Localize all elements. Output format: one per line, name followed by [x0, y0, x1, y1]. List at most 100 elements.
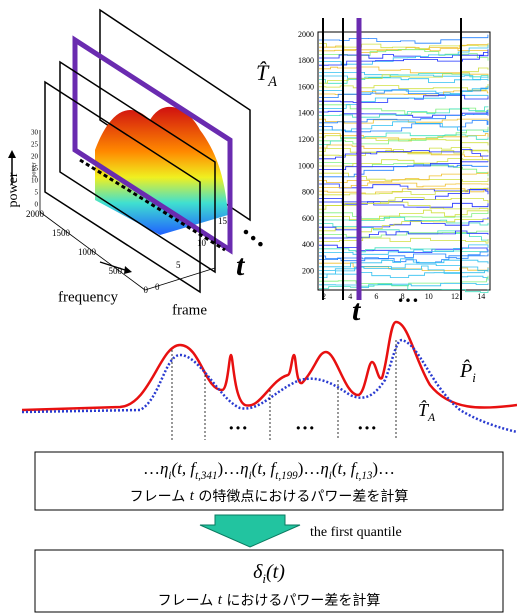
contour-line [319, 253, 489, 264]
contour-line [319, 126, 489, 145]
contour-line [319, 161, 489, 170]
text-part: η [320, 459, 328, 478]
tick-label: 0 [35, 201, 39, 209]
text-part: (t, f [171, 459, 197, 478]
text-part: A [427, 411, 436, 424]
text-part: i [329, 470, 332, 482]
contour-line [319, 230, 489, 238]
text-part: … [303, 459, 320, 478]
text-part: η [160, 459, 168, 478]
threshold-curve [21, 338, 517, 434]
contour-line [319, 158, 489, 167]
contour-line [319, 52, 489, 66]
tick-label: 1400 [298, 109, 314, 118]
tick-label: 6 [374, 292, 378, 301]
arrow-label: the first quantile [310, 525, 402, 540]
threshold-label: T̂A​ [418, 400, 436, 424]
tick-label: 12 [451, 292, 459, 301]
arrow-head [8, 150, 16, 158]
contour-line [319, 73, 489, 84]
contour-line [319, 66, 489, 78]
axis-label: power [6, 172, 21, 207]
contour-line [319, 244, 489, 255]
surface [95, 106, 228, 235]
contour-line [319, 104, 489, 115]
text-part: T̂ [256, 60, 270, 85]
text-part: t,341 [195, 470, 217, 482]
text-part: η [240, 459, 248, 478]
text-part: i [168, 470, 171, 482]
text-part: ) [372, 459, 378, 478]
axis-label: frequency [58, 289, 118, 305]
caption: フレーム t におけるパワー差を計算 [158, 592, 381, 609]
contour-line [319, 265, 489, 281]
tick-label: 20 [31, 153, 39, 161]
text-part: … [223, 459, 240, 478]
power-curve [21, 320, 517, 412]
ellipsis: … [357, 413, 377, 435]
arrow-head [124, 266, 132, 274]
tick-label: 1600 [298, 82, 314, 91]
tick-label: 5 [35, 189, 39, 197]
contour-line [319, 262, 489, 271]
curves [21, 320, 517, 440]
text-part: i [262, 571, 266, 586]
text-part: i [472, 370, 476, 385]
contour-line [319, 258, 489, 268]
axis-label: frame [172, 302, 207, 318]
tick-label: 10 [425, 292, 433, 301]
text-part: におけるパワー差を計算 [222, 593, 380, 609]
text-part: フレーム [158, 593, 218, 609]
contour-line [319, 86, 489, 98]
axis [39, 211, 146, 291]
current-frame [72, 35, 233, 255]
map-plot [317, 18, 491, 300]
tick-label: 500 [109, 266, 123, 276]
contour-line [319, 72, 489, 81]
frame-plane [99, 8, 251, 222]
text-part: t,199 [275, 470, 298, 482]
difference-box [34, 451, 504, 511]
contour-line [319, 84, 489, 91]
contour-line [319, 249, 489, 260]
tick-label: 10 [197, 238, 207, 248]
result-box [34, 549, 504, 613]
contour-line [319, 44, 489, 65]
power-label: P̂i​ [459, 358, 476, 385]
text-part: T̂ [418, 400, 430, 420]
ellipsis: … [237, 212, 278, 254]
axis-label: power [31, 163, 37, 178]
contour-line [319, 34, 489, 44]
tick-label: 10 [31, 177, 39, 185]
frame-line [79, 158, 226, 252]
time-label: t [236, 249, 246, 282]
contour-line [319, 230, 489, 239]
tick-label: 0 [144, 285, 149, 295]
text-part: フレーム [130, 489, 190, 505]
tick-label: 200 [302, 267, 314, 276]
contour-line [319, 149, 489, 160]
contour-line [319, 244, 489, 253]
frame-plane [44, 80, 201, 294]
contour-line [319, 198, 489, 208]
text-part: (t, f [252, 459, 278, 478]
time-label: t [352, 294, 362, 327]
tick-label: 600 [302, 214, 314, 223]
contour-line [319, 148, 489, 155]
ellipsis: … [228, 413, 248, 435]
tick-label: 1800 [298, 56, 314, 65]
ellipsis: … [397, 282, 419, 307]
contour-line [319, 209, 489, 221]
contour-line [319, 47, 489, 54]
text-part: δ [253, 561, 263, 583]
contour-line [319, 275, 489, 287]
arrow [199, 514, 301, 548]
contour-line [319, 133, 489, 142]
contour-line [319, 263, 489, 273]
tick-label: 400 [302, 240, 314, 249]
plot3d [8, 8, 251, 294]
text-part: i [249, 470, 252, 482]
frame-plane [59, 60, 216, 274]
contour-line [319, 283, 489, 288]
